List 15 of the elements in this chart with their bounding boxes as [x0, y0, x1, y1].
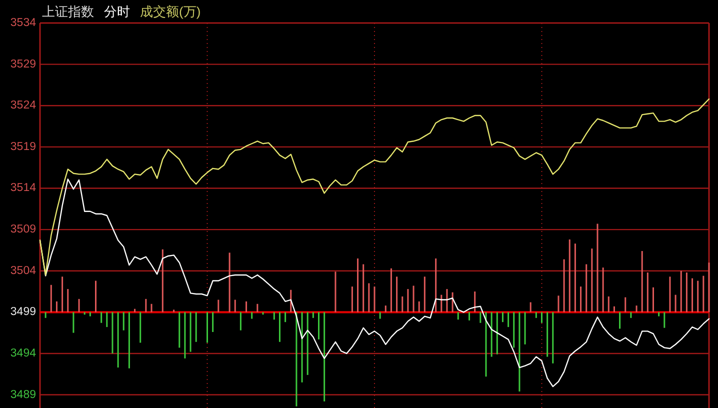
y-tick-label: 3519 [10, 140, 36, 153]
y-tick-label: 3534 [10, 17, 37, 29]
y-tick-label: 3509 [10, 224, 36, 236]
y-tick-label: 3524 [10, 100, 37, 112]
y-tick-label: 3489 [10, 388, 36, 401]
y-tick-label: 3529 [10, 58, 36, 70]
y-tick-label: 3494 [10, 347, 37, 360]
y-tick-label: 3504 [10, 264, 37, 277]
y-tick-label: 3499 [10, 306, 36, 318]
chart-title: 上证指数 [42, 4, 94, 19]
text: 成交额(万) [140, 4, 201, 19]
chart-subtitle: 分时 [104, 4, 130, 19]
y-tick-label: 3514 [10, 182, 37, 194]
line-series [39, 178, 710, 388]
line-series [39, 98, 710, 276]
